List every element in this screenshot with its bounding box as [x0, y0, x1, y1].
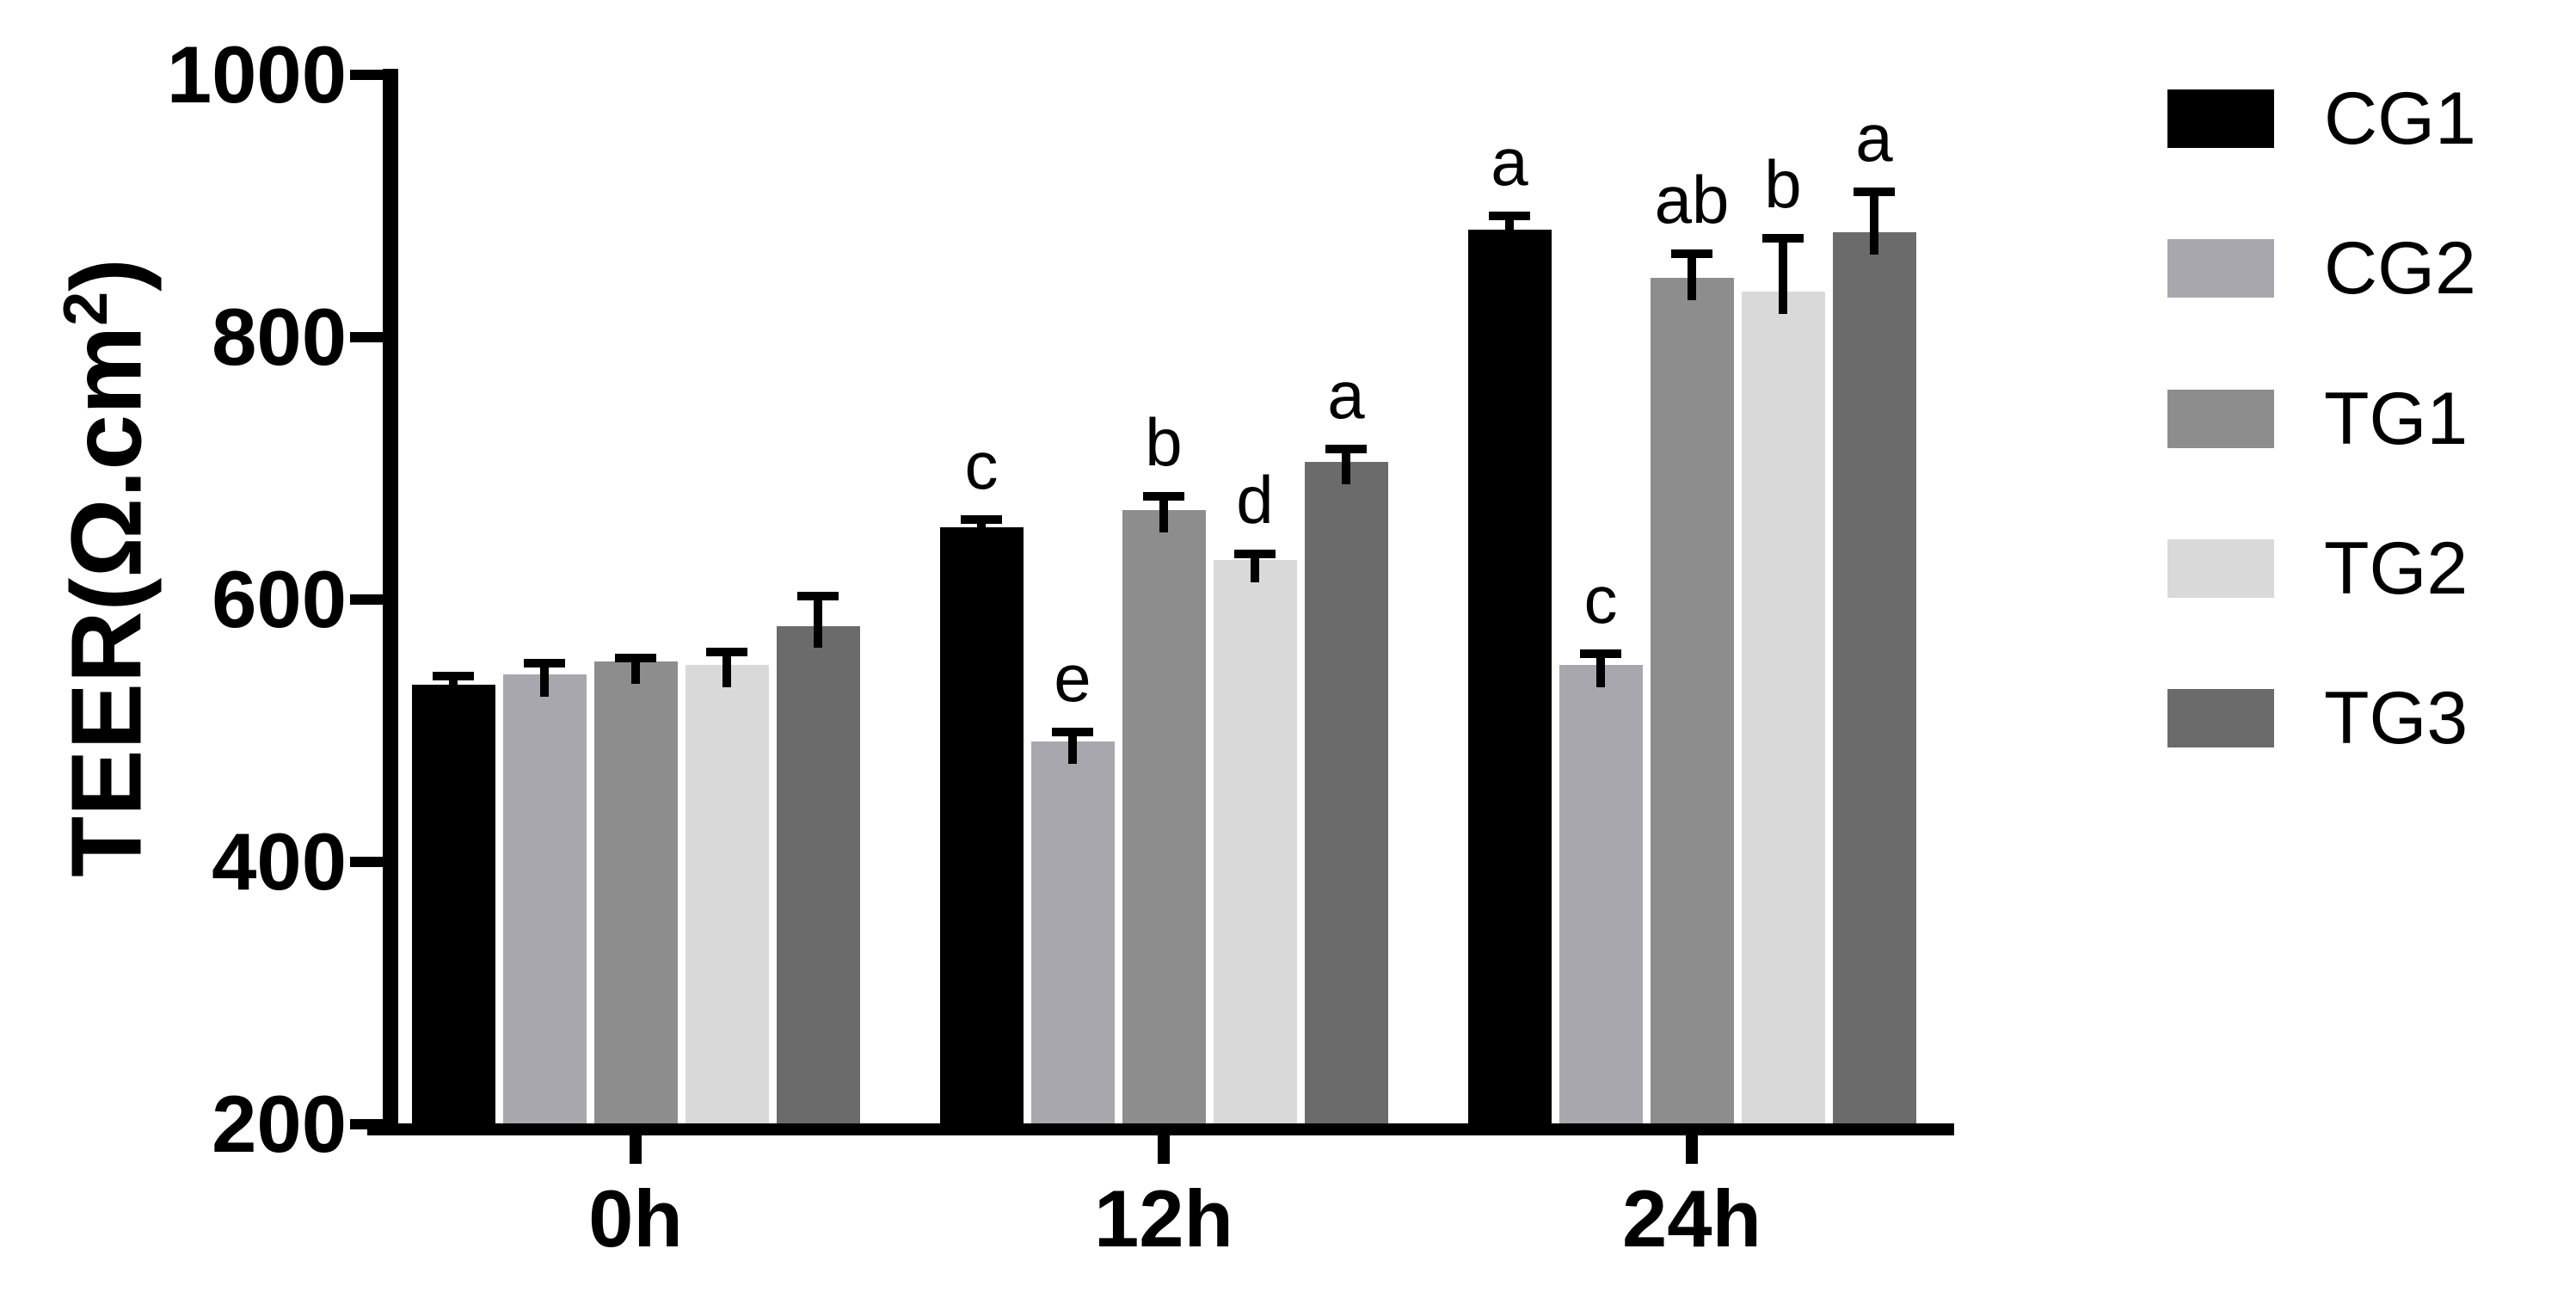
- error-bar-cap-CG2-24h: [1580, 649, 1621, 658]
- error-bar-stem-TG3-12h: [1342, 445, 1350, 484]
- x-axis-line: [367, 1123, 1954, 1135]
- y-tick-1000: [350, 70, 383, 80]
- y-tick-200: [350, 1119, 383, 1129]
- y-axis-line: [383, 69, 398, 1135]
- error-bar-cap-TG2-24h: [1762, 233, 1804, 243]
- error-bar-cap-CG1-24h: [1489, 211, 1530, 220]
- sig-letter-TG1-12h: b: [1145, 403, 1183, 480]
- sig-letter-TG1-24h: ab: [1654, 161, 1730, 237]
- error-bar-stem-TG1-24h: [1688, 249, 1696, 301]
- y-tick-600: [350, 594, 383, 605]
- x-tick-label-0h: 0h: [588, 1173, 683, 1264]
- error-bar-stem-CG1-12h: [977, 515, 986, 551]
- error-bar-stem-TG3-0h: [814, 591, 822, 649]
- legend-label-TG3: TG3: [2324, 677, 2468, 760]
- legend-swatch-TG3: [2167, 689, 2274, 747]
- y-tick-label-400: 400: [212, 816, 347, 907]
- sig-letter-TG2-24h: b: [1764, 145, 1802, 222]
- bar-CG2-12h: [1030, 741, 1115, 1124]
- error-bar-stem-CG2-12h: [1068, 728, 1077, 764]
- error-bar-stem-TG2-24h: [1779, 233, 1787, 314]
- x-tick-0h: [630, 1135, 642, 1164]
- y-tick-label-1000: 1000: [166, 29, 347, 120]
- error-bar-stem-TG2-0h: [722, 648, 731, 688]
- error-bar-cap-TG1-24h: [1671, 249, 1712, 258]
- x-tick-label-24h: 24h: [1622, 1173, 1761, 1264]
- bar-TG2-12h: [1213, 560, 1297, 1124]
- bar-TG2-0h: [685, 665, 769, 1124]
- bar-TG1-24h: [1650, 278, 1734, 1124]
- legend-label-TG1: TG1: [2324, 378, 2468, 460]
- legend-swatch-TG1: [2167, 390, 2274, 448]
- bar-CG1-0h: [411, 685, 495, 1124]
- error-bar-cap-TG3-12h: [1325, 445, 1367, 454]
- error-bar-cap-CG2-12h: [1052, 728, 1093, 737]
- bar-TG1-12h: [1122, 510, 1206, 1124]
- error-bar-cap-TG1-0h: [615, 653, 656, 662]
- y-tick-label-800: 800: [212, 292, 347, 382]
- bar-TG1-0h: [593, 661, 678, 1124]
- legend-label-CG2: CG2: [2324, 227, 2476, 310]
- legend-label-TG2: TG2: [2324, 527, 2468, 610]
- bar-TG3-24h: [1832, 232, 1916, 1124]
- legend-label-CG1: CG1: [2324, 77, 2476, 160]
- error-bar-stem-CG1-0h: [449, 671, 458, 708]
- legend-swatch-CG2: [2167, 239, 2274, 298]
- error-bar-cap-TG3-24h: [1854, 188, 1895, 197]
- error-bar-cap-CG2-0h: [524, 658, 565, 667]
- sig-letter-CG1-12h: c: [964, 428, 999, 504]
- error-bar-cap-TG3-0h: [797, 591, 839, 600]
- y-tick-400: [350, 857, 383, 867]
- error-bar-cap-CG1-12h: [961, 515, 1002, 525]
- y-tick-label-600: 600: [212, 554, 347, 644]
- sig-letter-TG3-24h: a: [1855, 100, 1893, 176]
- legend-swatch-TG2: [2167, 539, 2274, 598]
- sig-letter-TG2-12h: d: [1236, 462, 1274, 538]
- error-bar-stem-TG1-12h: [1159, 491, 1168, 533]
- error-bar-cap-TG2-12h: [1234, 550, 1276, 559]
- bar-TG2-24h: [1741, 291, 1825, 1124]
- bar-CG2-24h: [1559, 665, 1643, 1124]
- sig-letter-CG2-12h: e: [1054, 640, 1091, 717]
- error-bar-stem-TG3-24h: [1870, 188, 1878, 255]
- error-bar-stem-CG2-0h: [540, 658, 549, 697]
- y-tick-label-200: 200: [212, 1079, 347, 1169]
- bar-TG3-0h: [776, 625, 860, 1124]
- x-tick-24h: [1686, 1135, 1698, 1164]
- x-tick-12h: [1158, 1135, 1170, 1164]
- error-bar-cap-TG2-0h: [706, 648, 747, 657]
- bar-CG2-0h: [502, 674, 587, 1124]
- sig-letter-CG1-24h: a: [1491, 123, 1528, 200]
- error-bar-cap-TG1-12h: [1143, 491, 1184, 501]
- bar-CG1-12h: [939, 527, 1024, 1124]
- error-bar-cap-CG1-0h: [433, 671, 474, 680]
- sig-letter-CG2-24h: c: [1583, 561, 1618, 637]
- error-bar-stem-CG2-24h: [1596, 649, 1605, 688]
- error-bar-stem-TG1-0h: [631, 653, 640, 684]
- y-tick-800: [350, 332, 383, 342]
- error-bar-stem-TG2-12h: [1251, 550, 1259, 583]
- sig-letter-TG3-12h: a: [1327, 357, 1365, 434]
- error-bar-stem-CG1-24h: [1505, 211, 1514, 252]
- bar-TG3-12h: [1304, 461, 1388, 1124]
- x-tick-label-12h: 12h: [1094, 1173, 1233, 1264]
- bar-CG1-24h: [1467, 229, 1552, 1124]
- legend-swatch-CG1: [2167, 89, 2274, 148]
